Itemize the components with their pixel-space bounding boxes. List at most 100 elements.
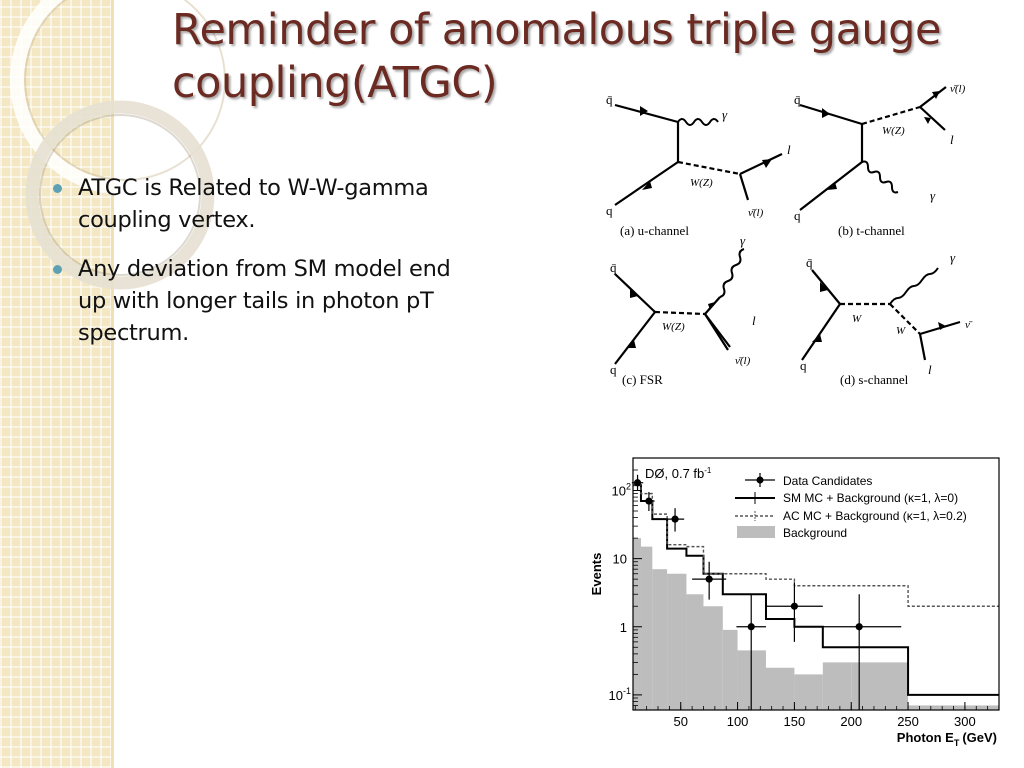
- diagram-u-channel: q̄ q γ l W(Z) ν̄(l) (a) u-channel: [606, 92, 791, 238]
- label-boson-2: W: [896, 325, 906, 337]
- photon-line: [719, 248, 745, 298]
- data-point: [747, 623, 755, 631]
- label-gamma: γ: [950, 250, 956, 265]
- y-tick-label-sup: 2: [626, 482, 631, 492]
- data-point: [855, 623, 863, 631]
- diagram-t-channel: q̄ q γ l W(Z) ν̄(l) (b) t-channel: [794, 83, 966, 238]
- label-q: q: [800, 358, 807, 373]
- label-lepton: l: [752, 313, 756, 328]
- neutrino-line: [738, 173, 750, 201]
- ring-large-shadow: [24, 0, 226, 181]
- legend-item-ac: AC MC + Background (κ=1, λ=0.2): [735, 509, 967, 523]
- y-tick-label-base: 10: [612, 484, 626, 499]
- label-lepton: l: [928, 362, 932, 377]
- arrow-icon: [822, 108, 830, 118]
- y-tick-label: 10-1: [609, 686, 631, 703]
- y-tick-label-sup: -1: [623, 686, 631, 696]
- quark-line: [799, 103, 863, 126]
- arrow-icon: [626, 340, 636, 348]
- background-bin: [851, 662, 909, 710]
- background-bin: [686, 594, 704, 710]
- caption-t-channel: (b) t-channel: [838, 223, 905, 238]
- label-qbar: q̄: [806, 255, 813, 270]
- legend-item-background: Background: [737, 526, 847, 540]
- background-bin: [794, 674, 823, 710]
- background-bin: [640, 546, 653, 710]
- x-tick-label: 200: [840, 714, 862, 729]
- experiment-label-sup: -1: [704, 466, 712, 475]
- y-tick-label: 102: [612, 482, 631, 499]
- label-neutrino: ν̄: [965, 319, 973, 331]
- y-tick-label: 10: [613, 552, 627, 567]
- background-bin: [652, 569, 668, 710]
- feynman-diagrams: q̄ q γ l W(Z) ν̄(l) (a) u-channel q̄ q γ…: [606, 83, 973, 387]
- arrow-icon: [938, 322, 946, 330]
- label-qbar: q̄: [606, 92, 613, 107]
- lepton-line: [918, 333, 927, 361]
- background-bin: [822, 662, 852, 710]
- data-point: [671, 515, 679, 523]
- arrow-icon: [762, 159, 772, 168]
- x-tick-label: 250: [897, 714, 919, 729]
- arrow-icon: [812, 334, 822, 342]
- arrow-icon: [924, 117, 931, 124]
- label-neutrino: ν̄(l): [735, 355, 751, 367]
- bullet-1-line-1: ATGC is Related to W-W-gamma: [78, 175, 429, 201]
- legend-background-swatch: [737, 526, 775, 538]
- label-gamma: γ: [722, 107, 728, 122]
- quark-line: [801, 303, 841, 361]
- label-q: q: [610, 362, 617, 377]
- plot-frame: [632, 457, 1000, 711]
- experiment-label: DØ, 0.7 fb-1: [645, 466, 712, 481]
- legend-item-sm: SM MC + Background (κ=1, λ=0): [735, 491, 958, 505]
- title-line-1: Reminder of anomalous triple gauge: [172, 5, 941, 55]
- legend-background-label: Background: [783, 526, 847, 540]
- experiment-label-text: DØ, 0.7 fb: [645, 466, 704, 481]
- bullet-2-line-2: up with longer tails in photon pT: [78, 288, 434, 314]
- label-lepton: l: [787, 142, 791, 157]
- label-boson: W(Z): [882, 125, 905, 137]
- arrow-icon: [820, 282, 828, 292]
- ring-large: [10, 0, 240, 195]
- neutrino-line: [704, 313, 729, 351]
- data-point: [790, 602, 799, 610]
- arrow-icon: [630, 288, 638, 298]
- x-tick-label: 100: [727, 714, 749, 729]
- decorative-rings: [10, 0, 240, 290]
- caption-fsr: (c) FSR: [622, 372, 663, 387]
- bullet-item-1: ATGC is Related to W-W-gamma coupling ve…: [52, 172, 552, 236]
- background-fill-layer: [633, 538, 999, 710]
- label-lepton: l: [950, 132, 954, 147]
- diagram-fsr: q̄ q γ l W(Z) ν̄(l) (c) FSR: [610, 233, 756, 387]
- arrow-icon: [708, 302, 715, 310]
- y-tick-label-base: 10: [609, 688, 623, 703]
- x-axis-label: Photon ET (GeV): [897, 730, 997, 748]
- sidebar-edge: [111, 0, 114, 768]
- x-axis-label-text: Photon E: [897, 730, 954, 745]
- ring-small: [25, 100, 215, 290]
- boson-line: [677, 160, 741, 176]
- title-line-2: coupling(ATGC): [172, 58, 498, 108]
- arrow-icon: [642, 181, 652, 190]
- bullet-1-line-2: coupling vertex.: [78, 207, 256, 233]
- legend-item-data: Data Candidates: [745, 473, 872, 488]
- diagram-s-channel: q̄ q γ l W W ν̄ (d) s-channel: [800, 250, 973, 387]
- x-tick-label: 50: [674, 714, 688, 729]
- label-neutrino: ν̄(l): [748, 207, 764, 219]
- lepton-line: [739, 153, 783, 175]
- data-point: [645, 497, 653, 505]
- label-qbar: q̄: [794, 92, 801, 107]
- boson-line: [654, 310, 706, 316]
- bullet-list: ATGC is Related to W-W-gamma coupling ve…: [52, 172, 552, 366]
- background-bin: [722, 629, 738, 710]
- legend-data-marker: [756, 476, 764, 484]
- boson-line-2: [889, 303, 921, 335]
- x-axis-label-sub: T: [954, 738, 960, 748]
- label-gamma: γ: [930, 188, 936, 203]
- data-point: [705, 575, 713, 583]
- quark-line: [811, 269, 841, 305]
- neutrino-line: [919, 86, 947, 108]
- slide-title: Reminder of anomalous triple gauge coupl…: [172, 4, 992, 110]
